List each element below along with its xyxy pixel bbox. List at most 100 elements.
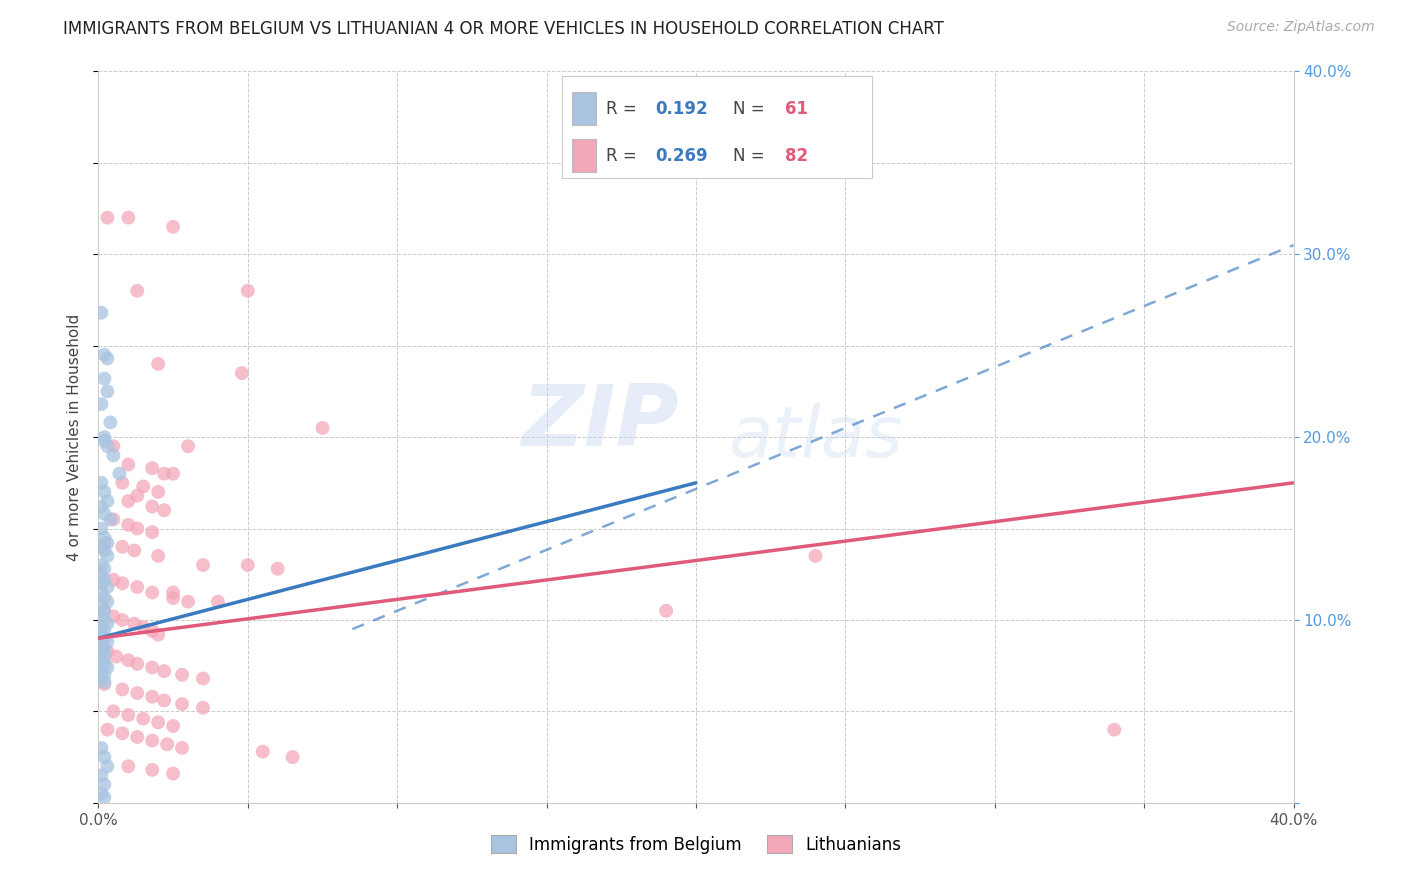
Point [191, 672, 214, 686]
Point [127, 284, 149, 298]
Point [93, 790, 115, 805]
Point [93, 750, 115, 764]
Point [90, 639, 112, 653]
Point [141, 585, 163, 599]
Point [162, 719, 184, 733]
Point [141, 763, 163, 777]
Point [96, 439, 118, 453]
Point [117, 494, 139, 508]
Point [172, 740, 194, 755]
Text: IMMIGRANTS FROM BELGIUM VS LITHUANIAN 4 OR MORE VEHICLES IN HOUSEHOLD CORRELATIO: IMMIGRANTS FROM BELGIUM VS LITHUANIAN 4 … [63, 20, 945, 37]
Point [117, 759, 139, 773]
Point [90, 664, 112, 678]
FancyBboxPatch shape [572, 92, 596, 125]
Point [141, 461, 163, 475]
Point [90, 768, 112, 782]
Point [93, 649, 115, 664]
Point [93, 667, 115, 681]
Point [191, 700, 214, 714]
Point [93, 543, 115, 558]
Point [96, 660, 118, 674]
Point [108, 467, 131, 481]
Point [90, 640, 112, 655]
Point [90, 585, 112, 599]
Point [207, 594, 229, 608]
Point [90, 500, 112, 514]
Point [90, 558, 112, 573]
Point [90, 576, 112, 591]
FancyBboxPatch shape [572, 139, 596, 172]
Point [93, 485, 115, 500]
Point [96, 759, 118, 773]
Point [93, 604, 115, 618]
Point [93, 507, 115, 521]
Point [236, 284, 259, 298]
Point [90, 475, 112, 490]
Point [96, 211, 118, 225]
Point [90, 521, 112, 535]
Point [655, 604, 678, 618]
Text: 0.192: 0.192 [655, 100, 707, 118]
Text: atlas: atlas [728, 402, 903, 472]
Point [141, 525, 163, 540]
Point [93, 591, 115, 605]
Point [90, 599, 112, 613]
Point [96, 549, 118, 563]
Point [148, 715, 170, 730]
Point [93, 675, 115, 690]
Point [1104, 723, 1126, 737]
Point [90, 397, 112, 411]
Point [93, 430, 115, 444]
Point [162, 591, 184, 605]
Point [111, 613, 134, 627]
Point [93, 613, 115, 627]
Legend: Immigrants from Belgium, Lithuanians: Immigrants from Belgium, Lithuanians [484, 829, 908, 860]
Point [96, 384, 118, 399]
Point [111, 576, 134, 591]
Point [93, 536, 115, 550]
Point [162, 467, 184, 481]
Point [127, 580, 149, 594]
Point [148, 357, 170, 371]
Point [93, 573, 115, 587]
Point [124, 616, 146, 631]
Point [96, 351, 118, 366]
Point [90, 653, 112, 667]
Point [90, 306, 112, 320]
Point [117, 458, 139, 472]
Text: 0.269: 0.269 [655, 147, 707, 165]
Point [90, 672, 112, 686]
Point [96, 723, 118, 737]
Point [127, 489, 149, 503]
Point [141, 690, 163, 704]
Point [117, 517, 139, 532]
Point [117, 708, 139, 723]
Y-axis label: 4 or more Vehicles in Household: 4 or more Vehicles in Household [67, 313, 83, 561]
Point [90, 620, 112, 634]
Point [90, 540, 112, 554]
Point [98, 416, 122, 430]
Text: R =: R = [606, 100, 641, 118]
Point [117, 653, 139, 667]
Point [111, 540, 134, 554]
Point [162, 585, 184, 599]
Point [148, 549, 170, 563]
Point [90, 740, 112, 755]
Point [804, 549, 827, 563]
Point [148, 485, 170, 500]
Point [252, 745, 274, 759]
Point [93, 604, 115, 618]
Point [191, 558, 214, 573]
Point [93, 371, 115, 385]
Point [153, 664, 176, 678]
Point [93, 434, 115, 448]
Point [103, 705, 125, 719]
Point [103, 439, 125, 453]
Point [103, 573, 125, 587]
Point [127, 730, 149, 744]
Point [96, 594, 118, 608]
Point [111, 726, 134, 740]
Point [127, 686, 149, 700]
Point [96, 494, 118, 508]
Point [177, 439, 200, 453]
